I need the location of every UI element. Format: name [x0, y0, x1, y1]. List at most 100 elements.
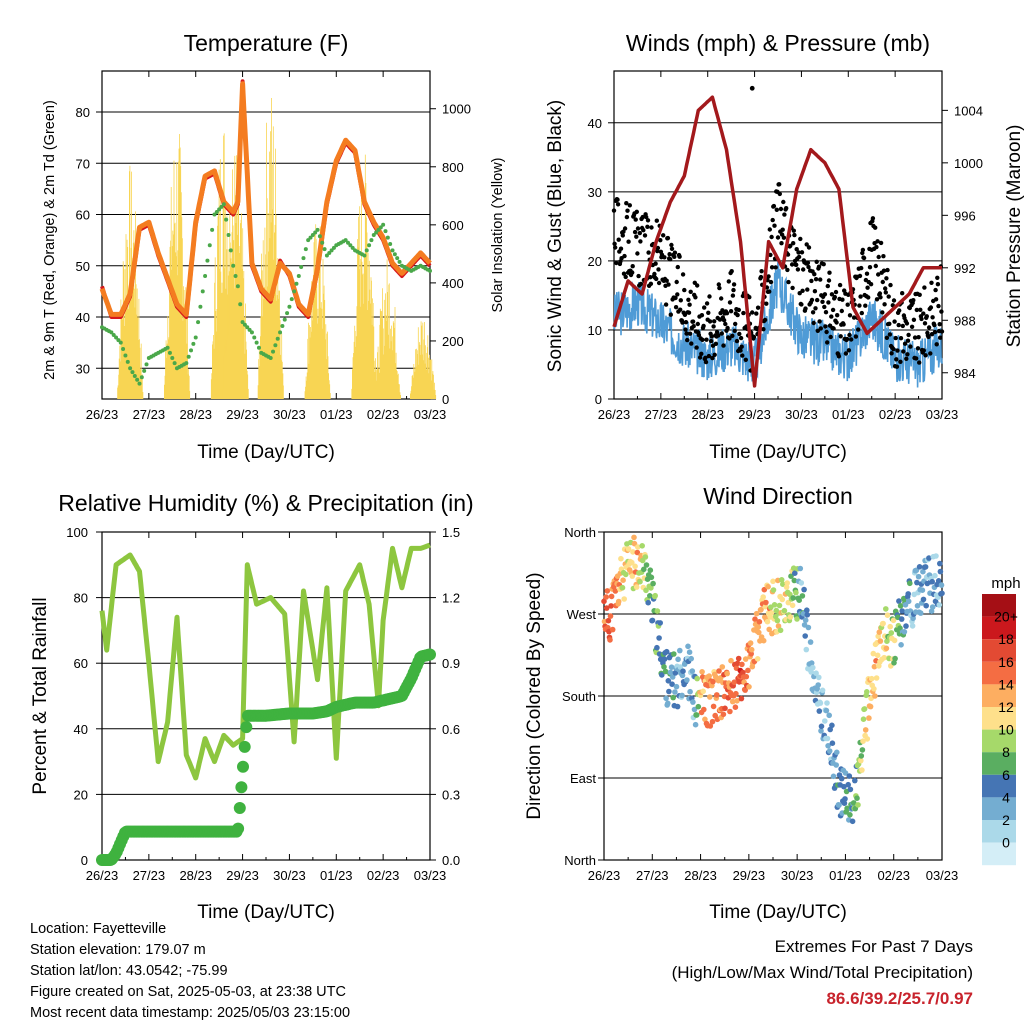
legend-label: 0 [1002, 835, 1010, 851]
precip-point [240, 721, 253, 734]
direction-point [677, 664, 684, 670]
direction-point [841, 783, 847, 790]
gust-point [682, 287, 687, 293]
gust-point [923, 353, 928, 358]
gust-point [664, 278, 669, 283]
direction-point [872, 693, 878, 699]
gust-point [809, 297, 815, 303]
legend-swatch [982, 616, 1016, 640]
gust-point [699, 351, 704, 356]
winds-y2tick-label: 1000 [954, 156, 983, 171]
direction-point [937, 568, 944, 575]
dewpoint-point [217, 207, 222, 212]
gust-point [891, 346, 896, 352]
gust-point [707, 294, 712, 299]
dewpoint-point [308, 235, 313, 240]
gust-point [828, 334, 833, 340]
direction-point [673, 683, 680, 690]
gust-point [732, 328, 737, 333]
gust-point [658, 238, 663, 243]
direction-point [818, 728, 824, 734]
direction-point [907, 580, 913, 587]
dewpoint-series [100, 202, 432, 386]
direction-point [861, 706, 868, 712]
gust-point [937, 322, 942, 327]
direction-point [734, 698, 740, 704]
gust-point [699, 313, 705, 318]
dewpoint-point [240, 320, 245, 325]
legend-label: 10 [998, 722, 1014, 738]
station-info: Location: Fayetteville Station elevation… [30, 919, 350, 1024]
direction-point [770, 587, 777, 593]
direction-point [760, 594, 766, 600]
direction-point [793, 589, 799, 596]
wind-direction-ytick-label: East [570, 771, 596, 786]
direction-point [720, 711, 727, 718]
gust-point [786, 279, 791, 285]
gust-point [738, 348, 743, 353]
direction-point [649, 617, 656, 624]
direction-point [827, 726, 833, 733]
winds-title: Winds (mph) & Pressure (mb) [626, 30, 930, 56]
gust-point [769, 265, 775, 270]
gust-point [635, 226, 641, 231]
direction-point [740, 669, 746, 676]
gust-point [625, 208, 630, 213]
gust-point [898, 336, 904, 341]
temperature-ytick-label: 30 [76, 361, 90, 376]
direction-point [788, 573, 794, 579]
winds-xtick-label: 02/23 [879, 407, 912, 422]
gust-point [637, 230, 642, 236]
direction-point [699, 669, 705, 675]
direction-point [884, 612, 891, 618]
gust-point [626, 239, 631, 244]
direction-point [748, 651, 754, 657]
winds-ytick-label: 10 [588, 323, 602, 338]
direction-point [722, 705, 728, 712]
dewpoint-point [303, 247, 308, 252]
gust-point [712, 319, 717, 324]
direction-point [834, 749, 840, 756]
gust-point [702, 305, 707, 310]
direction-point [783, 584, 790, 590]
direction-point [771, 602, 778, 608]
direction-point [810, 664, 816, 671]
gust-point [813, 277, 819, 282]
gust-point [666, 282, 671, 287]
gust-point [644, 214, 649, 220]
direction-point [842, 770, 849, 776]
dewpoint-point [135, 377, 140, 382]
gust-point [636, 273, 641, 279]
gust-point [772, 223, 777, 228]
legend-label: 6 [1002, 767, 1010, 783]
gust-point [859, 265, 864, 271]
gust-point [680, 320, 685, 325]
dewpoint-point [343, 238, 348, 243]
gust-point [686, 297, 691, 302]
direction-point [665, 678, 672, 684]
direction-point [781, 607, 788, 614]
gust-point [785, 267, 790, 273]
gust-point [831, 326, 836, 331]
gust-point [632, 229, 638, 235]
direction-point [679, 672, 686, 679]
gust-point [697, 355, 703, 360]
temperature-y2tick-label: 0 [442, 392, 449, 407]
gust-point [728, 309, 734, 314]
gust-point [733, 321, 738, 327]
direction-point [729, 698, 736, 705]
direction-point [808, 660, 815, 666]
dewpoint-point [233, 274, 238, 278]
gust-point [939, 329, 945, 334]
precip-point [232, 822, 245, 835]
direction-point [829, 722, 835, 729]
gust-point [874, 244, 879, 250]
gust-point [620, 233, 625, 238]
direction-point [716, 668, 722, 674]
direction-point [770, 578, 776, 585]
gust-point [928, 351, 933, 356]
direction-point [668, 664, 675, 670]
temperature-ytick-label: 70 [76, 156, 90, 171]
gust-point [892, 319, 897, 324]
direction-point [645, 599, 651, 606]
